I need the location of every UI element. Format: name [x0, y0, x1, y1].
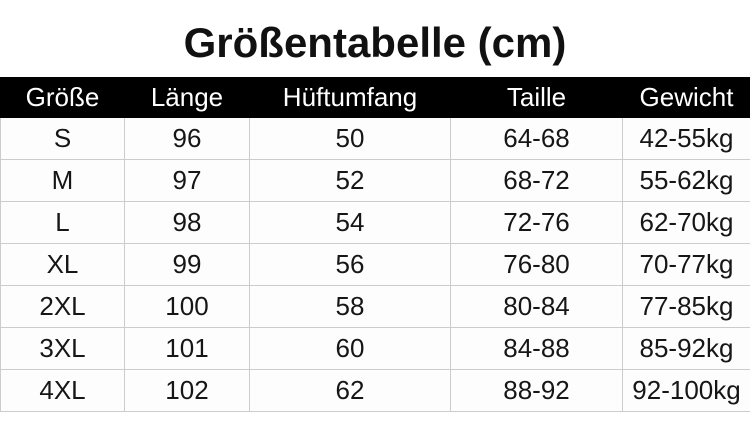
column-header-laenge: Länge — [124, 77, 250, 118]
size-table-body: S 96 50 64-68 42-55kg M 97 52 68-72 55-6… — [0, 117, 750, 412]
cell-size: 2XL — [0, 285, 125, 328]
cell-size: 3XL — [0, 327, 125, 370]
cell-length: 96 — [124, 117, 250, 160]
cell-length: 97 — [124, 159, 250, 202]
cell-size: XL — [0, 243, 125, 286]
cell-weight: 77-85kg — [622, 285, 750, 328]
cell-length: 101 — [124, 327, 250, 370]
cell-weight: 92-100kg — [622, 369, 750, 412]
cell-size: M — [0, 159, 125, 202]
cell-waist: 76-80 — [450, 243, 623, 286]
cell-hip: 50 — [249, 117, 451, 160]
cell-waist: 88-92 — [450, 369, 623, 412]
table-row-4xl: 4XL 102 62 88-92 92-100kg — [0, 369, 750, 412]
column-header-gewicht: Gewicht — [622, 77, 750, 118]
cell-length: 102 — [124, 369, 250, 412]
cell-waist: 68-72 — [450, 159, 623, 202]
cell-weight: 55-62kg — [622, 159, 750, 202]
cell-hip: 54 — [249, 201, 451, 244]
table-row-l: L 98 54 72-76 62-70kg — [0, 201, 750, 244]
cell-hip: 58 — [249, 285, 451, 328]
header-row: Größe Länge Hüftumfang Taille Gewicht — [0, 77, 750, 118]
table-row-xl: XL 99 56 76-80 70-77kg — [0, 243, 750, 286]
table-row-s: S 96 50 64-68 42-55kg — [0, 117, 750, 160]
table-row-3xl: 3XL 101 60 84-88 85-92kg — [0, 327, 750, 370]
cell-hip: 52 — [249, 159, 451, 202]
table-row-m: M 97 52 68-72 55-62kg — [0, 159, 750, 202]
column-header-groesse: Größe — [0, 77, 125, 118]
cell-size: S — [0, 117, 125, 160]
column-header-taille: Taille — [450, 77, 623, 118]
cell-weight: 85-92kg — [622, 327, 750, 370]
cell-waist: 84-88 — [450, 327, 623, 370]
cell-weight: 42-55kg — [622, 117, 750, 160]
cell-length: 98 — [124, 201, 250, 244]
table-row-2xl: 2XL 100 58 80-84 77-85kg — [0, 285, 750, 328]
cell-waist: 80-84 — [450, 285, 623, 328]
column-header-hueftumfang: Hüftumfang — [249, 77, 451, 118]
cell-size: 4XL — [0, 369, 125, 412]
cell-hip: 62 — [249, 369, 451, 412]
cell-size: L — [0, 201, 125, 244]
page-title: Größentabelle (cm) — [183, 19, 567, 66]
cell-weight: 70-77kg — [622, 243, 750, 286]
cell-weight: 62-70kg — [622, 201, 750, 244]
cell-waist: 72-76 — [450, 201, 623, 244]
cell-hip: 56 — [249, 243, 451, 286]
cell-hip: 60 — [249, 327, 451, 370]
size-table: Größe Länge Hüftumfang Taille Gewicht S … — [0, 77, 750, 412]
cell-length: 100 — [124, 285, 250, 328]
cell-length: 99 — [124, 243, 250, 286]
size-table-header: Größe Länge Hüftumfang Taille Gewicht — [0, 77, 750, 118]
cell-waist: 64-68 — [450, 117, 623, 160]
